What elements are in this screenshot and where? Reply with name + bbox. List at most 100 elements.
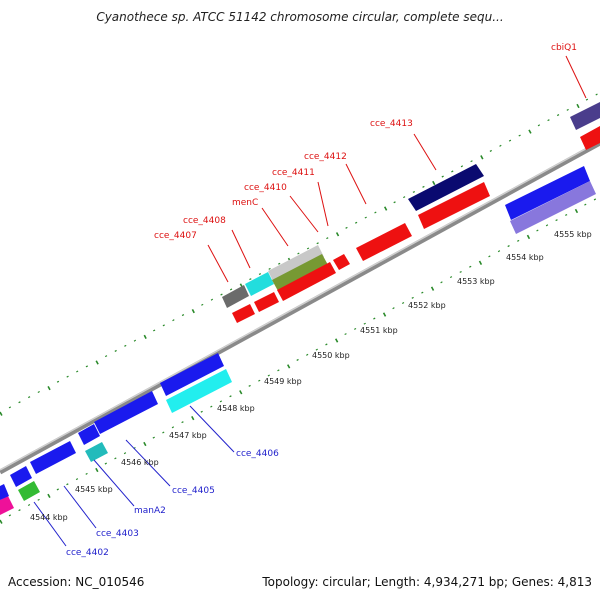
gene-cce_4406[interactable] [166,369,232,413]
minor-tick [278,262,281,265]
map-title: Cyanothece sp. ATCC 51142 chromosome cir… [96,10,504,24]
minor-tick [56,380,60,383]
tick-row-lower [0,198,597,524]
major-tick [95,360,99,365]
minor-tick [460,165,464,168]
minor-tick [537,124,541,127]
minor-tick [123,452,127,455]
gene-cbiQ1[interactable] [570,102,600,130]
minor-tick [104,355,108,358]
label-cce_4413: cce_4413 [370,119,413,129]
minor-tick [451,170,454,173]
minor-tick [297,252,300,255]
minor-tick [345,226,348,229]
minor-tick [517,239,520,242]
gene-cce_4405[interactable] [94,391,158,434]
minor-tick [459,270,462,273]
reverse-leaders [33,405,235,547]
minor-tick [37,391,40,393]
label-cce_4406: cce_4406 [236,449,279,459]
minor-tick [411,296,414,299]
kbp-label: 4545 kbp [75,485,113,494]
label-cce_4412: cce_4412 [304,152,347,162]
gene-fwd-red-1 [232,304,255,323]
gene-rev-blue-5 [160,353,224,396]
kbp-label: 4548 kbp [217,404,255,413]
minor-tick [354,221,358,224]
minor-tick [325,343,328,346]
kbp-label: 4555 kbp [554,230,592,239]
kbp-labels: 4544 kbp 4545 kbp 4546 kbp 4547 kbp 4548… [30,230,592,522]
minor-tick [210,405,213,408]
minor-tick [248,384,251,387]
major-tick [143,441,147,447]
gene-cce_4403[interactable] [78,424,100,445]
gene-fwd-red-3 [277,262,336,301]
gene-fwd-blue-1 [505,166,590,220]
chromosome-backbone [0,140,600,475]
minor-tick [344,333,347,336]
minor-tick [564,213,568,216]
label-cce_4408: cce_4408 [183,216,226,226]
major-tick [0,411,3,416]
gene-cce_4410[interactable] [272,254,328,291]
minor-tick [326,237,329,240]
minor-tick [200,410,203,413]
major-tick [335,232,340,237]
minor-tick [18,509,21,512]
tick-row-upper [0,93,598,416]
major-tick [528,129,532,134]
minor-tick [229,288,233,291]
minor-tick [393,201,396,204]
minor-tick [470,160,473,163]
kbp-label: 4554 kbp [506,253,544,262]
gene-menC[interactable] [268,245,324,283]
minor-tick [220,293,223,296]
major-tick [239,390,243,395]
gene-rev-blue-2 [30,441,76,474]
major-tick [0,519,3,524]
minor-tick [66,483,69,486]
minor-tick [296,358,299,361]
minor-tick [556,114,560,117]
minor-tick [56,488,59,491]
kbp-label: 4544 kbp [30,513,68,522]
label-cce_4402: cce_4402 [66,548,109,558]
minor-tick [27,396,31,399]
gene-cce_4413[interactable] [408,164,484,211]
minor-tick [277,369,280,372]
minor-tick [593,198,597,201]
gene-cce_4402[interactable] [18,481,40,501]
major-tick [383,206,388,211]
gene-fwd-red-7 [580,126,600,150]
major-tick [430,286,435,291]
gene-cce_4412[interactable] [356,223,412,261]
minor-tick [421,291,424,294]
minor-tick [152,436,155,439]
minor-tick [392,307,395,310]
major-tick [47,493,51,498]
gene-rev-blue-1 [10,466,32,487]
minor-tick [66,375,69,378]
minor-tick [440,281,443,284]
minor-tick [584,203,587,206]
minor-tick [412,190,416,193]
minor-tick [133,339,137,342]
gene-rev-blue-left [0,484,9,500]
minor-tick [18,401,21,404]
label-cce_4411: cce_4411 [272,168,315,178]
label-cce_4405: cce_4405 [172,486,215,496]
gene-cce_4408[interactable] [245,272,274,296]
minor-tick [306,247,310,250]
minor-tick [422,185,425,188]
gene-cce_4407[interactable] [222,285,249,308]
major-tick [334,338,339,343]
minor-tick [507,245,510,248]
minor-tick [267,374,270,377]
minor-tick [545,224,549,227]
gene-manA2[interactable] [85,442,108,462]
minor-tick [210,298,214,301]
label-cce_4407: cce_4407 [154,231,197,241]
gene-cce_4411[interactable] [333,254,350,270]
